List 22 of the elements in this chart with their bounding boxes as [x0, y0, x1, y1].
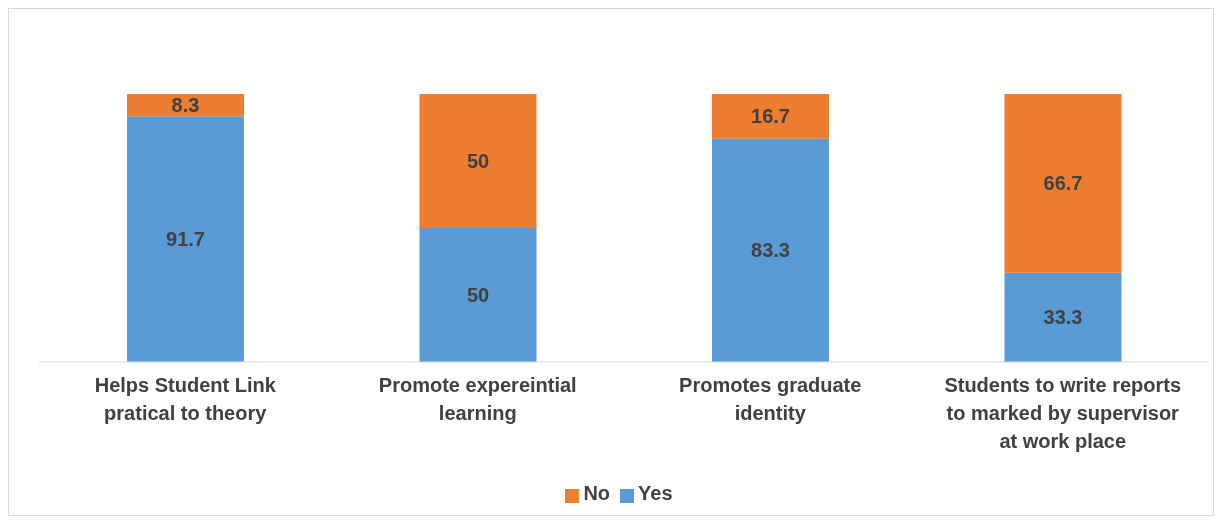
bar — [712, 138, 829, 362]
data-label: 33.3 — [1043, 306, 1083, 329]
legend-label: Yes — [638, 482, 673, 504]
data-label: 50 — [466, 284, 490, 307]
data-label: 8.3 — [171, 94, 200, 117]
x-tick-label: Promotes graduate identity — [679, 374, 862, 424]
data-label: 16.7 — [751, 105, 790, 128]
bar — [712, 94, 829, 139]
bar — [1004, 272, 1122, 362]
bar — [419, 228, 537, 362]
data-label: 83.3 — [751, 239, 790, 262]
legend-label: No — [583, 482, 611, 504]
x-tick-label: Promote expereintial learning — [378, 374, 577, 424]
bar — [419, 94, 537, 228]
bar — [127, 116, 244, 362]
x-tick-label: Students to write reports to marked by supervisor at work place — [944, 374, 1182, 452]
x-tick-label: Helps Student Link pratical to theory — [94, 374, 277, 424]
bar — [1004, 94, 1122, 273]
data-label: 66.7 — [1043, 172, 1083, 195]
data-label: 50 — [466, 150, 490, 173]
data-label: 91.7 — [166, 228, 205, 251]
bar — [127, 94, 244, 117]
